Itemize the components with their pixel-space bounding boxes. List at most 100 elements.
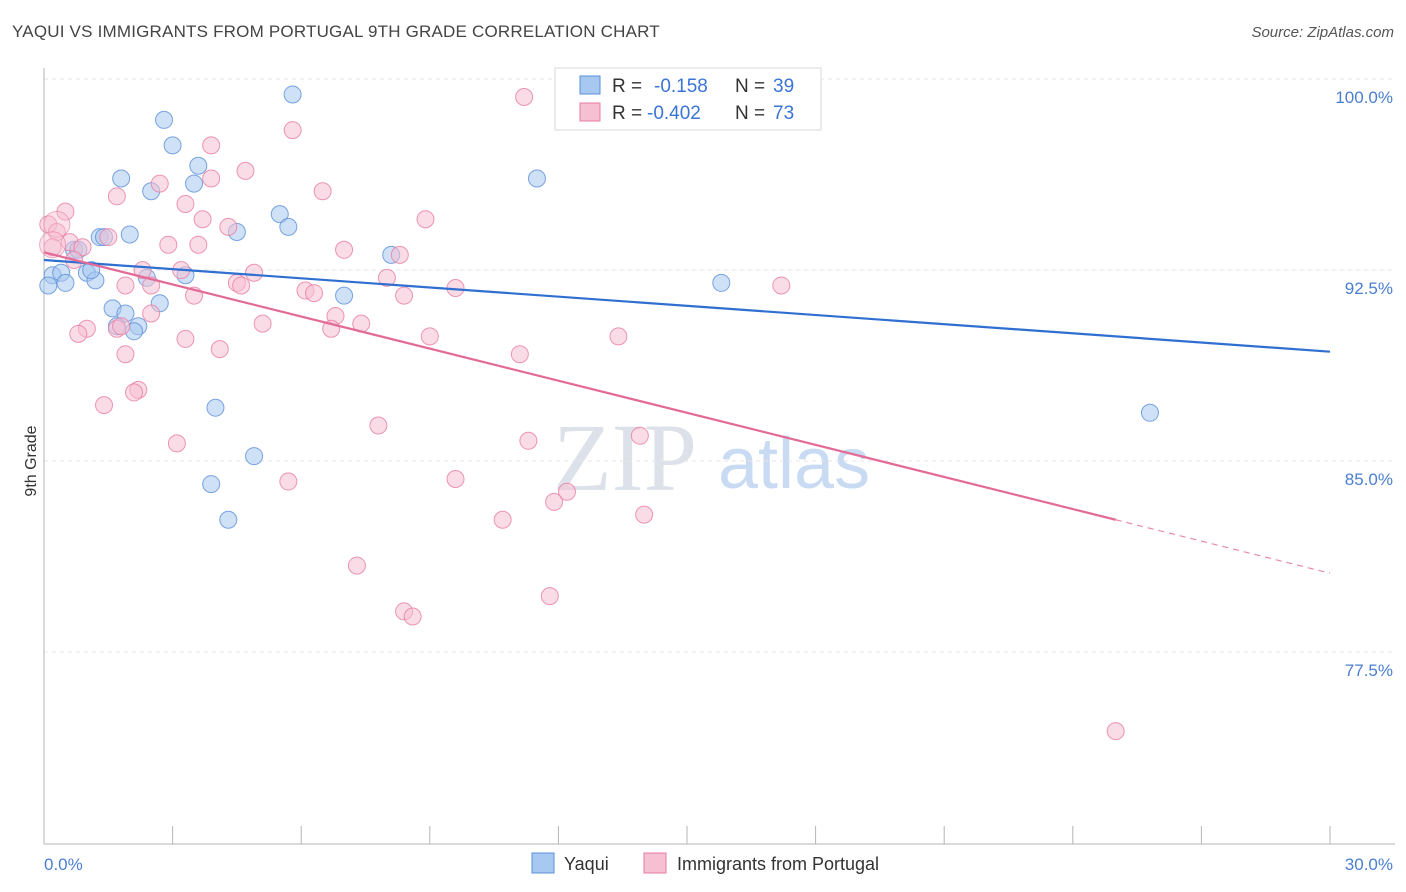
point-portugal [176,329,195,348]
bottom-legend-label-yaqui: Yaqui [564,854,609,874]
point-portugal [125,383,144,402]
point-portugal [167,434,186,453]
point-portugal [95,396,114,415]
point-portugal [142,304,161,323]
point-yaqui [712,273,731,292]
point-portugal [210,340,229,359]
point-portugal [519,431,538,450]
point-portugal [390,245,409,264]
point-portugal [283,121,302,140]
bottom-legend-swatch-yaqui [531,852,555,874]
bottom-legend-label-portugal: Immigrants from Portugal [677,854,879,874]
point-portugal [245,263,264,282]
point-portugal [107,187,126,206]
point-portugal [150,174,169,193]
legend-swatch-portugal [579,102,601,122]
point-portugal [219,217,238,236]
point-portugal [1106,722,1125,741]
bottom-legend: Yaqui Immigrants from Portugal [531,852,879,874]
point-portugal-large [43,210,71,238]
point-portugal [369,416,388,435]
point-portugal [416,210,435,229]
point-yaqui [279,217,298,236]
legend-r-label-yaqui: R = [612,76,642,97]
trend-line-portugal-extension [1115,519,1331,574]
trend-line-portugal [43,251,1116,521]
legend-n-value-portugal: 73 [773,103,794,124]
point-portugal [116,345,135,364]
point-portugal [253,314,272,333]
chart-title: YAQUI VS IMMIGRANTS FROM PORTUGAL 9TH GR… [12,22,660,41]
legend-swatch-yaqui [579,75,601,95]
point-portugal [116,276,135,295]
axes [43,68,1395,845]
legend-n-value-yaqui: 39 [773,76,794,97]
legend-box: R = -0.158 N = 39 R = -0.402 N = 73 [554,67,822,131]
point-portugal [202,169,221,188]
point-yaqui [163,136,182,155]
point-portugal [305,284,324,303]
y-tick-labels: 100.0% 92.5% 85.0% 77.5% [1335,88,1393,680]
x-tick-label-max: 30.0% [1345,855,1393,874]
y-tick-label: 85.0% [1345,470,1393,489]
y-tick-label: 77.5% [1345,661,1393,680]
point-yaqui [283,85,302,104]
trend-line-yaqui [43,258,1331,353]
point-portugal [772,276,791,295]
point-yaqui [202,475,221,494]
point-portugal [347,556,366,575]
point-portugal [189,235,208,254]
legend-r-label-portugal: R = [612,103,642,124]
point-yaqui [185,174,204,193]
x-tick-labels: 0.0% 30.0% [44,855,1393,874]
point-portugal [630,426,649,445]
point-yaqui [219,510,238,529]
point-yaqui [120,225,139,244]
point-portugal [420,327,439,346]
point-portugal [73,238,92,257]
point-portugal [202,136,221,155]
point-portugal [540,587,559,606]
y-axis-title: 9th Grade [23,425,40,496]
point-portugal [403,607,422,626]
point-portugal [176,194,195,213]
y-tick-label: 100.0% [1335,88,1393,107]
point-yaqui [39,276,58,295]
watermark: ZIP atlas [553,404,870,511]
trend-lines [43,251,1331,574]
point-portugal [279,472,298,491]
point-yaqui [56,273,75,292]
y-tick-label: 92.5% [1345,279,1393,298]
point-portugal [69,324,88,343]
watermark-zip: ZIP [553,404,697,511]
point-yaqui [1140,403,1159,422]
point-yaqui [270,205,289,224]
source-credit: Source: ZipAtlas.com [1251,24,1394,41]
legend-n-label-yaqui: N = [735,76,765,97]
legend-r-value-portugal: -0.402 [647,103,701,124]
bottom-legend-swatch-portugal [643,852,667,874]
point-portugal [335,240,354,259]
point-portugal [557,482,576,501]
point-yaqui [155,110,174,129]
data-points [39,85,1159,741]
point-portugal [43,238,62,257]
point-portugal [635,505,654,524]
point-yaqui [245,447,264,466]
x-tick-label-min: 0.0% [44,855,83,874]
point-portugal [99,228,118,247]
point-portugal [232,276,251,295]
point-portugal [515,88,534,106]
point-yaqui [112,169,131,188]
point-portugal [236,161,255,180]
point-portugal [193,210,212,229]
legend-r-value-yaqui: -0.158 [654,76,708,97]
point-portugal [446,470,465,488]
point-yaqui [527,169,546,188]
point-yaqui [335,286,354,305]
point-portugal [545,492,564,511]
legend-n-label-portugal: N = [735,103,765,124]
point-portugal [313,182,332,201]
point-portugal [112,317,131,336]
